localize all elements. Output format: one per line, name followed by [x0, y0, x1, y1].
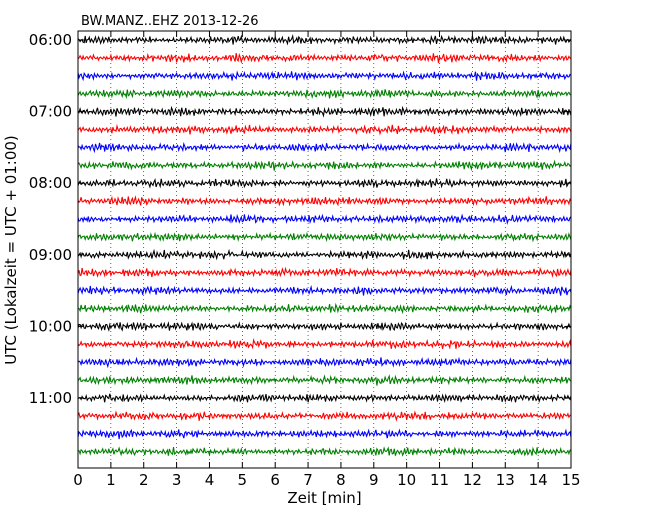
y-axis-label: UTC (Lokalzeit = UTC + 01:00)	[2, 135, 20, 365]
trace-1115	[77, 410, 572, 422]
grid	[110, 31, 539, 468]
x-tick-label: 2	[139, 471, 149, 489]
trace-0615	[77, 52, 572, 64]
y-tick-label: 07:00	[29, 103, 72, 121]
x-tick-label: 10	[397, 471, 416, 489]
x-tick-label: 14	[529, 471, 548, 489]
x-tick-label: 12	[463, 471, 482, 489]
trace-1000	[77, 321, 572, 332]
trace-0715	[77, 124, 572, 136]
traces	[77, 34, 572, 457]
y-tick-label: 06:00	[29, 31, 72, 49]
x-tick-label: 15	[561, 471, 580, 489]
x-axis-label: Zeit [min]	[287, 489, 361, 507]
x-tick-label: 6	[270, 471, 280, 489]
x-tick-label: 8	[336, 471, 346, 489]
y-tick-label: 09:00	[29, 246, 72, 264]
trace-0815	[77, 195, 572, 207]
trace-0900	[77, 248, 572, 261]
trace-1130	[77, 428, 572, 440]
y-tick-label: 08:00	[29, 174, 72, 192]
plot-frame	[77, 30, 572, 469]
trace-1100	[77, 393, 572, 404]
trace-0800	[77, 177, 572, 189]
trace-0730	[77, 141, 572, 154]
trace-1015	[77, 337, 572, 350]
x-tick-label: 5	[238, 471, 248, 489]
trace-1145	[77, 446, 572, 457]
x-tick-label: 9	[369, 471, 379, 489]
trace-0945	[77, 302, 572, 315]
x-tick-label: 11	[430, 471, 449, 489]
trace-0915	[77, 266, 572, 278]
y-tick-label: 11:00	[29, 389, 72, 407]
x-tick-label: 3	[172, 471, 182, 489]
x-axis: 0 1 2 3 4 5 6 7 8 9 10 11 12 13 14 15	[73, 31, 581, 489]
y-axis: 06:00 07:00 08:00 09:00 10:00 11:00	[29, 31, 571, 407]
trace-0830	[77, 213, 572, 225]
chart-title: BW.MANZ..EHZ 2013-12-26	[81, 14, 259, 29]
trace-0745	[77, 159, 572, 172]
trace-0630	[77, 70, 572, 82]
trace-0700	[77, 105, 572, 118]
trace-0600	[77, 34, 572, 46]
trace-1030	[77, 356, 572, 369]
trace-1045	[77, 374, 572, 386]
x-tick-label: 1	[106, 471, 116, 489]
x-tick-label: 13	[496, 471, 515, 489]
trace-0930	[77, 284, 572, 296]
x-tick-label: 7	[303, 471, 313, 489]
trace-0845	[77, 231, 572, 243]
x-tick-label: 0	[73, 471, 83, 489]
y-tick-label: 10:00	[29, 317, 72, 335]
x-tick-label: 4	[205, 471, 215, 489]
trace-0645	[77, 88, 572, 100]
